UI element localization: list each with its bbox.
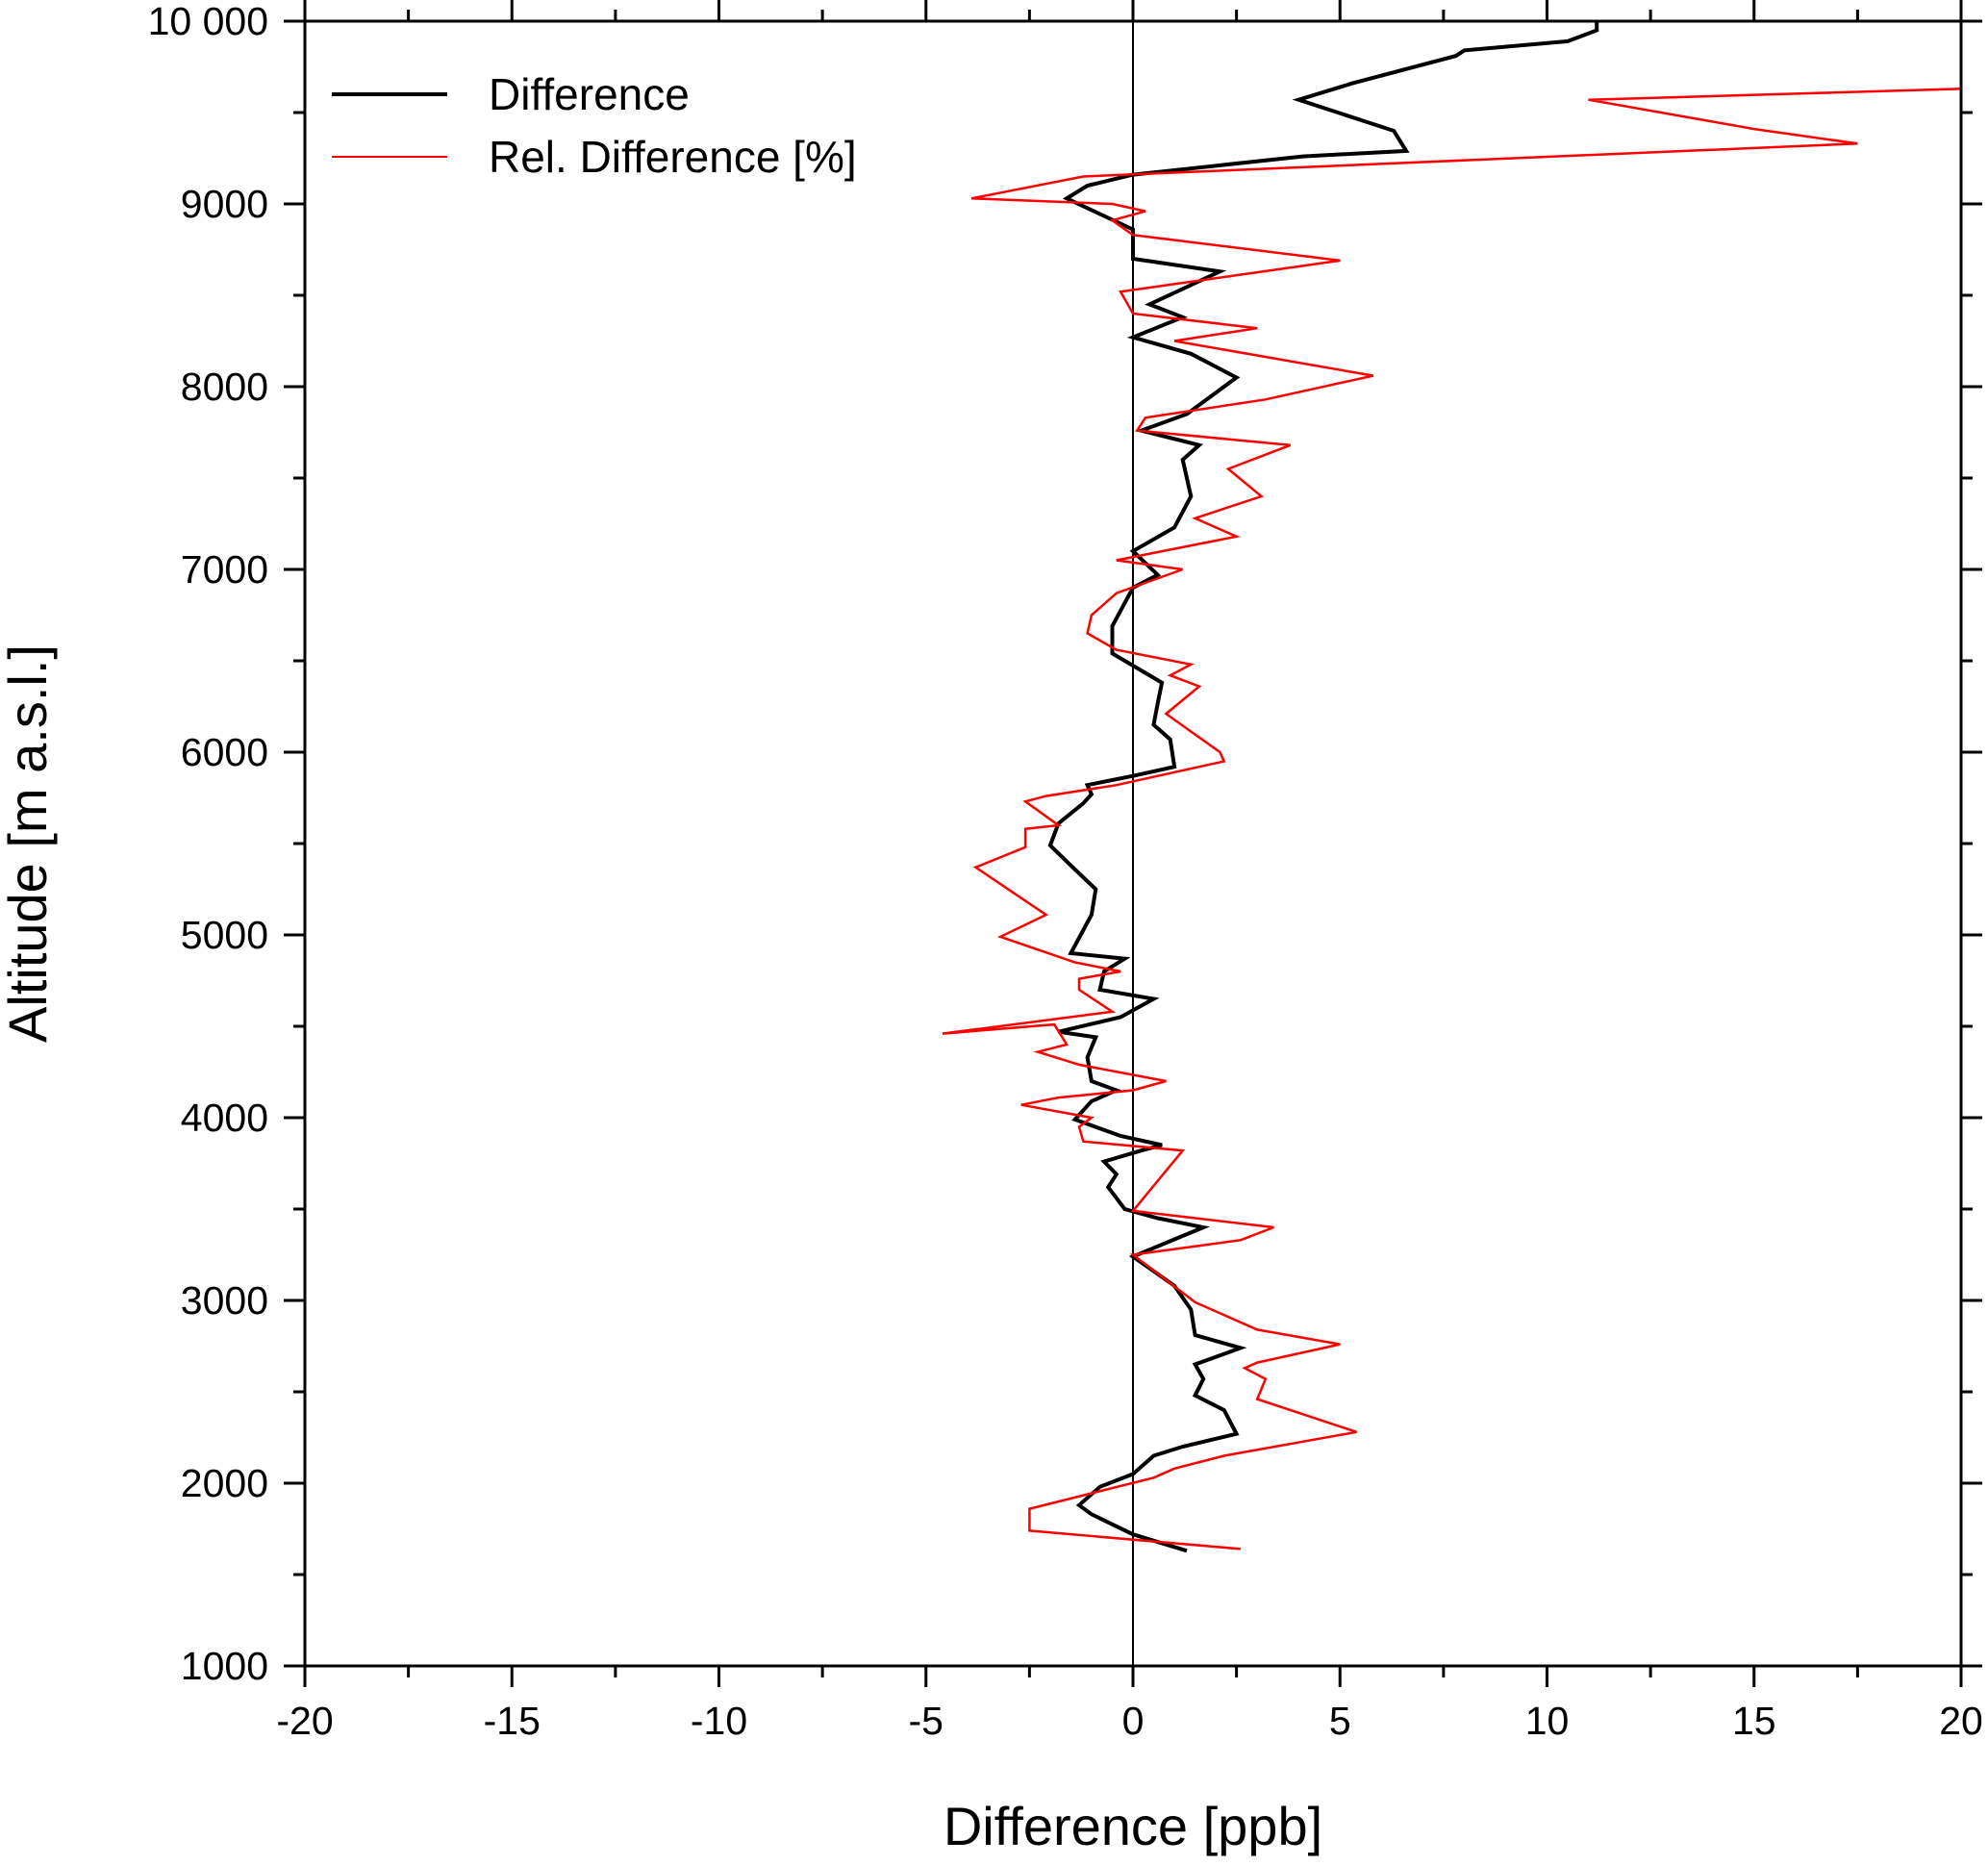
x-axis-title: Difference [ppb] [944, 1796, 1322, 1856]
legend: Difference Rel. Difference [%] [332, 69, 857, 182]
y-tick-label: 5000 [181, 913, 268, 957]
x-tick-label: -20 [276, 1699, 333, 1743]
axis-ticks [284, 0, 1982, 1687]
y-tick-label: 10 000 [148, 0, 268, 43]
legend-label-rel-difference: Rel. Difference [%] [489, 132, 857, 182]
series-line-difference [1047, 21, 1599, 1553]
axis-tick-labels: -20 -15 -10 -5 0 5 10 15 20 1000 2000 3000 4000 5000 6… [148, 0, 1983, 1743]
y-tick-label: 7000 [181, 547, 268, 592]
x-tick-label: 15 [1732, 1699, 1776, 1743]
x-tick-label: 20 [1939, 1699, 1983, 1743]
y-tick-label: 3000 [181, 1278, 268, 1323]
x-tick-label: -10 [691, 1699, 747, 1743]
legend-label-difference: Difference [489, 69, 690, 119]
y-tick-label: 6000 [181, 730, 268, 774]
y-tick-label: 2000 [181, 1461, 268, 1505]
x-tick-label: 10 [1525, 1699, 1570, 1743]
x-tick-label: -5 [909, 1699, 944, 1743]
y-tick-label: 9000 [181, 182, 268, 226]
y-tick-label: 4000 [181, 1096, 268, 1140]
series-line-rel-difference [942, 61, 1961, 1551]
x-tick-label: 0 [1122, 1699, 1145, 1743]
x-tick-label: 5 [1329, 1699, 1351, 1743]
plot-content [942, 21, 1961, 1666]
x-tick-label: -15 [484, 1699, 541, 1743]
y-axis-title: Altitude [m a.s.l.] [0, 644, 58, 1043]
y-tick-label: 8000 [181, 365, 268, 409]
y-tick-label: 1000 [181, 1644, 268, 1688]
